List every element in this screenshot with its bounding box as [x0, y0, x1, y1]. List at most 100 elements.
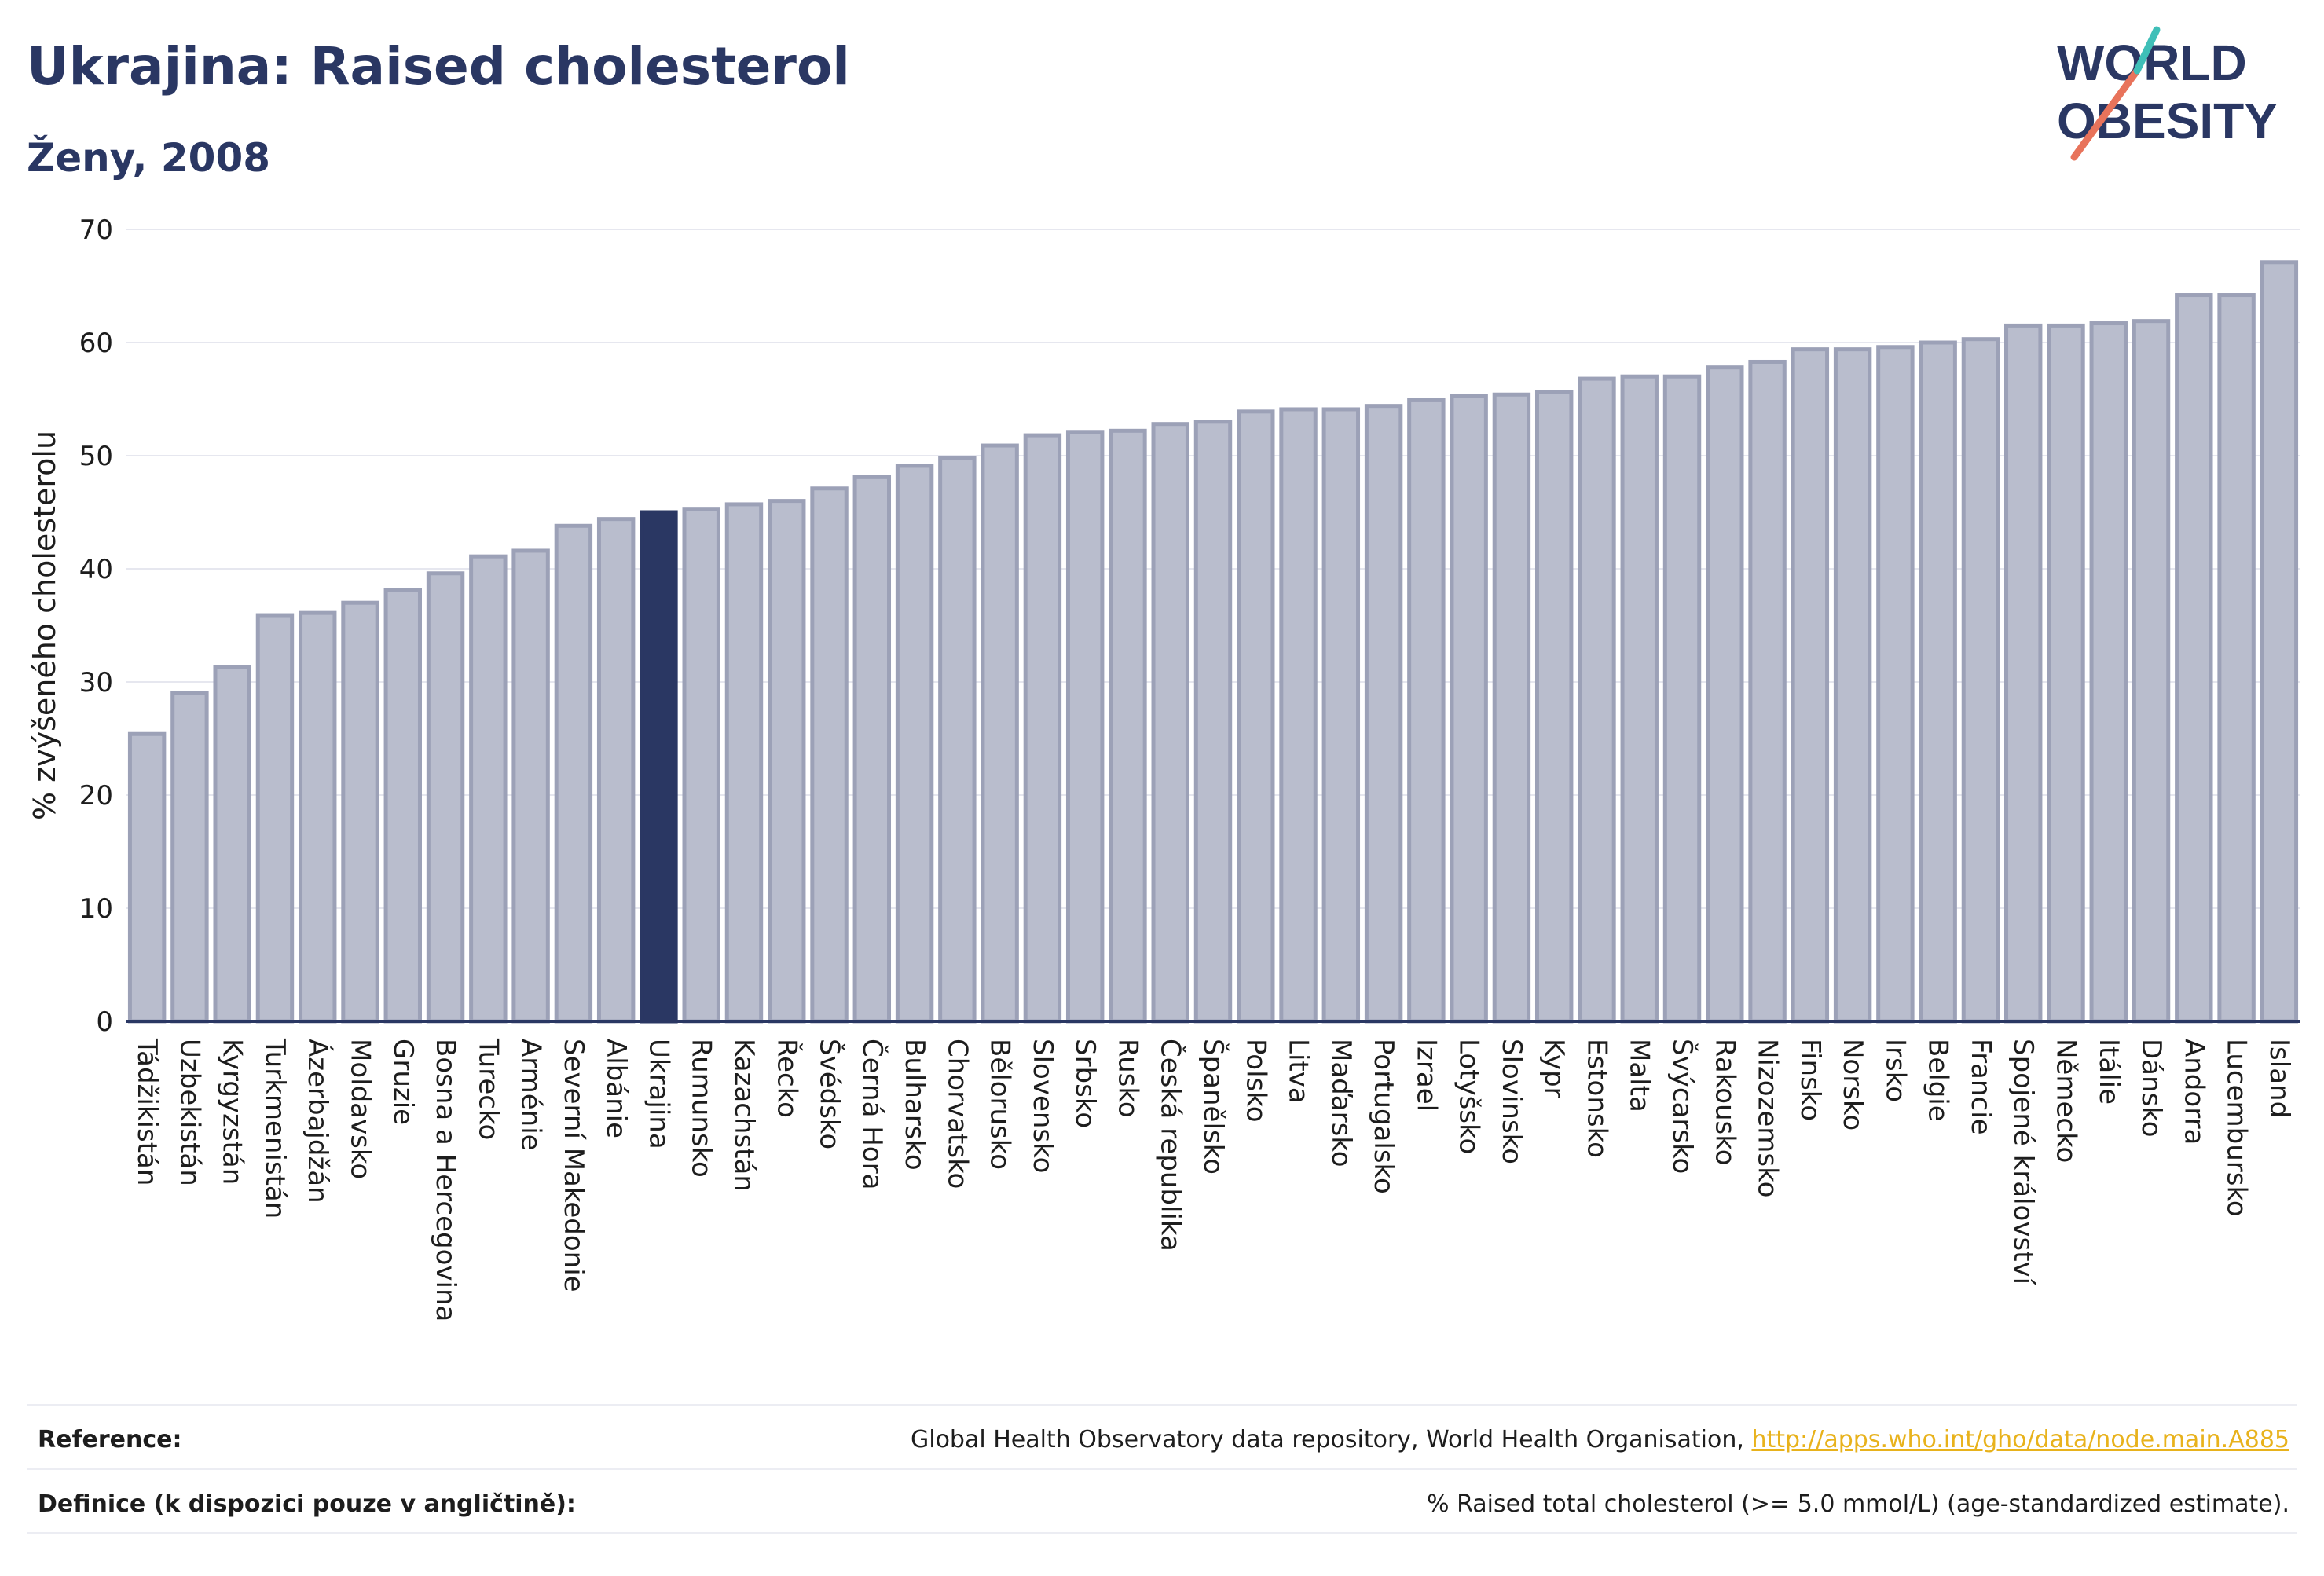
x-tick-label: Turkmenistán [259, 1038, 291, 1219]
x-tick-label: Maďarsko [1325, 1039, 1357, 1167]
bar [511, 548, 550, 1024]
x-tick-label: Lotyšsko [1453, 1039, 1485, 1154]
footer-divider-top [27, 1404, 2297, 1406]
bar [1961, 337, 2000, 1024]
definition-label: Definice (k dispozici pouze v angličtině… [38, 1490, 576, 1518]
bar [213, 665, 251, 1024]
x-tick-label: Slovinsko [1496, 1039, 1527, 1164]
bar [1065, 430, 1105, 1024]
x-tick-label: Bulharsko [899, 1039, 930, 1171]
x-tick-label: Chorvatsko [941, 1039, 973, 1189]
x-tick-label: Arménie [515, 1039, 547, 1151]
x-tick-label: Švýcarsko [1666, 1039, 1699, 1174]
x-tick-label: Tádžikistán [131, 1038, 163, 1186]
bar [2089, 321, 2128, 1024]
bar [1706, 365, 1744, 1024]
bar [1450, 394, 1488, 1024]
definition-value: % Raised total cholesterol (>= 5.0 mmol/… [1427, 1490, 2289, 1518]
bar [1364, 404, 1403, 1024]
logo-text-line2: OBESITY [2057, 93, 2278, 149]
bar [1833, 347, 1872, 1024]
y-tick-label: 40 [79, 554, 113, 585]
x-tick-label: Itálie [2093, 1039, 2124, 1105]
x-tick-label: Ázerbajdžán [302, 1039, 334, 1204]
x-tick-label: Kazachstán [728, 1039, 760, 1192]
bar [1109, 428, 1147, 1024]
x-tick-label: Řecko [771, 1039, 803, 1118]
x-tick-label: Finsko [1794, 1039, 1826, 1121]
bar [426, 571, 465, 1024]
bar [2047, 323, 2085, 1024]
bar [1023, 433, 1062, 1024]
reference-label: Reference: [38, 1426, 182, 1453]
x-tick-label: Gruzie [387, 1039, 419, 1125]
x-tick-label: Srbsko [1069, 1039, 1101, 1128]
x-tick-label: Turecko [472, 1038, 504, 1140]
x-tick-label: Norsko [1837, 1039, 1868, 1131]
x-tick-label: Slovensko [1027, 1039, 1058, 1173]
x-tick-label: Dánsko [2135, 1039, 2167, 1138]
bar [2004, 323, 2043, 1024]
y-axis-label: % zvýšeného cholesterolu [27, 431, 62, 820]
bar [640, 510, 678, 1024]
bar [938, 456, 977, 1024]
world-obesity-logo: WORLD OBESITY [2057, 26, 2278, 161]
x-tick-label: Island [2264, 1039, 2295, 1118]
x-tick-label: Černá Hora [856, 1039, 889, 1189]
y-tick-label: 30 [79, 667, 113, 698]
x-tick-label: Polsko [1240, 1039, 1271, 1123]
bar [768, 499, 806, 1024]
bar [469, 554, 508, 1024]
y-tick-label: 70 [79, 214, 113, 246]
bar [1492, 392, 1531, 1024]
bar [1321, 407, 1361, 1024]
bar-chart: 0 10 20 30 40 50 60 70 % zvýšeného cholesterolu T… [27, 214, 2300, 1321]
x-tick-label: Estonsko [1581, 1039, 1612, 1158]
bar [2260, 260, 2299, 1024]
bar [255, 613, 295, 1024]
bar [341, 600, 379, 1024]
chart-title: Ukrajina: Raised cholesterol [27, 36, 850, 97]
footer-divider-bottom [27, 1532, 2297, 1534]
bar [895, 464, 934, 1024]
bar [2175, 293, 2213, 1024]
bar [1791, 347, 1830, 1024]
bar [724, 502, 764, 1024]
x-tick-label: Irsko [1879, 1039, 1911, 1102]
bar [127, 731, 167, 1024]
bar [299, 610, 337, 1024]
bar [981, 443, 1019, 1024]
bar [1620, 374, 1659, 1024]
x-tick-label: Rakousko [1709, 1039, 1740, 1166]
y-tick-label: 10 [79, 893, 113, 925]
x-tick-label: Nizozemsko [1752, 1039, 1783, 1197]
x-tick-label: Albánie [600, 1039, 632, 1138]
x-tick-label: Litva [1283, 1039, 1314, 1104]
logo-slash-red [2070, 67, 2141, 161]
reference-value: Global Health Observatory data repositor… [911, 1426, 2289, 1453]
footer-divider-middle [27, 1468, 2297, 1470]
bar [170, 691, 209, 1024]
bar [1534, 390, 1574, 1024]
bar [1193, 420, 1233, 1024]
x-tick-label: Malta [1624, 1039, 1655, 1112]
reference-link[interactable]: http://apps.who.int/gho/data/node.main.A… [1751, 1426, 2289, 1453]
x-tick-label: Moldavsko [345, 1039, 376, 1179]
x-tick-label: Švédsko [814, 1039, 846, 1149]
x-tick-label: Rusko [1112, 1039, 1143, 1118]
x-tick-label: Rumunsko [686, 1039, 717, 1178]
x-tick-label: Andorra [2178, 1039, 2209, 1145]
x-tick-label: Izrael [1410, 1039, 1442, 1112]
x-tick-label: Bosna a Hercegovina [430, 1039, 461, 1321]
y-tick-label: 0 [96, 1006, 113, 1038]
bar [1662, 374, 1702, 1024]
x-tick-label: Uzbekistán [174, 1039, 205, 1186]
x-tick-label: Lucembursko [2221, 1039, 2253, 1217]
bar [810, 486, 849, 1024]
x-tick-label: Kyrgyzstán [217, 1039, 248, 1185]
reference-text: Global Health Observatory data repositor… [911, 1426, 1744, 1453]
x-tick-label: Ukrajina [643, 1039, 674, 1149]
x-tick-label: Bělorusko [984, 1039, 1016, 1170]
bar [2217, 293, 2256, 1024]
bar [596, 517, 636, 1024]
